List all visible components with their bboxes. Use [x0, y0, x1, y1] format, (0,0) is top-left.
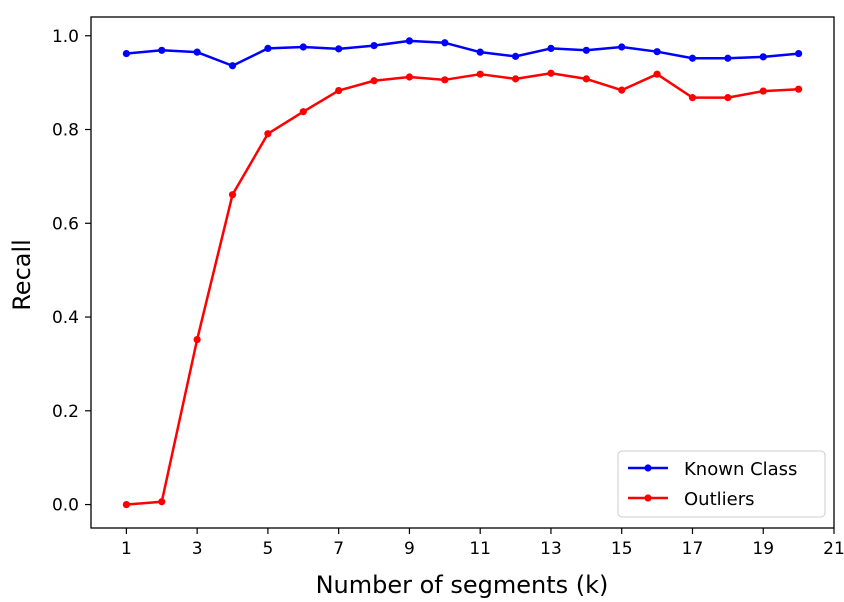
- x-tick-label: 1: [121, 539, 132, 559]
- x-tick-label: 9: [404, 539, 415, 559]
- x-axis-ticks: 1 3 5 7 9 11 13 15 17 19 21: [121, 528, 844, 559]
- data-point-known-class: [795, 49, 803, 58]
- data-point-known-class: [724, 54, 732, 62]
- data-point-outliers: [405, 73, 414, 81]
- data-point-outliers: [264, 130, 272, 138]
- data-point-outliers: [582, 75, 590, 83]
- y-axis-label: Recall: [8, 239, 36, 311]
- legend-marker-known-class: [644, 464, 652, 472]
- data-point-known-class: [759, 53, 767, 61]
- y-tick-label: 0.0: [52, 496, 79, 516]
- plot-frame: [90, 16, 835, 529]
- data-point-known-class: [653, 48, 661, 56]
- data-point-known-class: [618, 43, 626, 51]
- data-point-known-class: [370, 42, 378, 50]
- data-point-known-class: [228, 62, 237, 70]
- data-point-outliers: [547, 69, 555, 77]
- data-point-outliers: [688, 94, 697, 102]
- data-point-outliers: [653, 70, 661, 78]
- data-point-outliers: [759, 87, 767, 95]
- data-point-outliers: [441, 76, 449, 84]
- data-point-outliers: [370, 77, 378, 85]
- data-point-known-class: [582, 46, 590, 54]
- data-point-known-class: [511, 52, 520, 60]
- data-point-known-class: [476, 48, 484, 56]
- legend-marker-outliers: [644, 494, 652, 502]
- x-tick-label: 3: [192, 539, 203, 559]
- data-point-outliers: [228, 191, 237, 199]
- x-tick-label: 11: [469, 539, 491, 559]
- data-point-outliers: [299, 108, 307, 116]
- data-point-known-class: [158, 46, 166, 54]
- series-line-outliers: [126, 72, 799, 506]
- data-point-known-class: [441, 39, 449, 47]
- data-point-known-class: [688, 54, 697, 62]
- y-tick-label: 0.4: [52, 308, 79, 328]
- y-tick-label: 0.8: [52, 121, 79, 141]
- y-tick-label: 0.2: [52, 402, 79, 422]
- y-axis-ticks: 0.0 0.2 0.4 0.6 0.8 1.0: [52, 27, 91, 516]
- x-tick-label: 17: [682, 539, 704, 559]
- data-point-known-class: [299, 43, 307, 51]
- legend: Known Class Outliers: [617, 450, 826, 518]
- data-point-known-class: [264, 44, 272, 53]
- x-tick-label: 19: [752, 539, 774, 559]
- data-point-outliers: [335, 87, 343, 95]
- x-tick-label: 21: [823, 539, 844, 559]
- data-point-known-class: [193, 48, 201, 56]
- series-line-known-class: [126, 39, 799, 68]
- data-point-known-class: [547, 44, 555, 53]
- data-point-outliers: [795, 85, 803, 93]
- data-point-outliers: [618, 86, 626, 94]
- x-axis-label: Number of segments (k): [316, 571, 609, 599]
- y-tick-label: 1.0: [52, 27, 79, 47]
- data-point-outliers: [193, 335, 201, 344]
- data-point-outliers: [724, 94, 732, 102]
- data-point-known-class: [335, 45, 343, 53]
- legend-box: [617, 450, 826, 518]
- x-tick-label: 13: [540, 539, 562, 559]
- legend-label-known-class: Known Class: [684, 459, 797, 480]
- x-tick-label: 7: [333, 539, 344, 559]
- x-tick-label: 5: [262, 539, 273, 559]
- data-point-known-class: [122, 49, 130, 58]
- data-point-known-class: [405, 37, 414, 45]
- legend-label-outliers: Outliers: [684, 489, 755, 510]
- data-point-outliers: [122, 500, 130, 509]
- data-point-outliers: [511, 75, 520, 83]
- series-layer: [122, 37, 803, 509]
- data-point-outliers: [476, 70, 484, 78]
- x-tick-label: 15: [611, 539, 633, 559]
- y-tick-label: 0.6: [52, 214, 79, 234]
- data-point-outliers: [158, 498, 166, 506]
